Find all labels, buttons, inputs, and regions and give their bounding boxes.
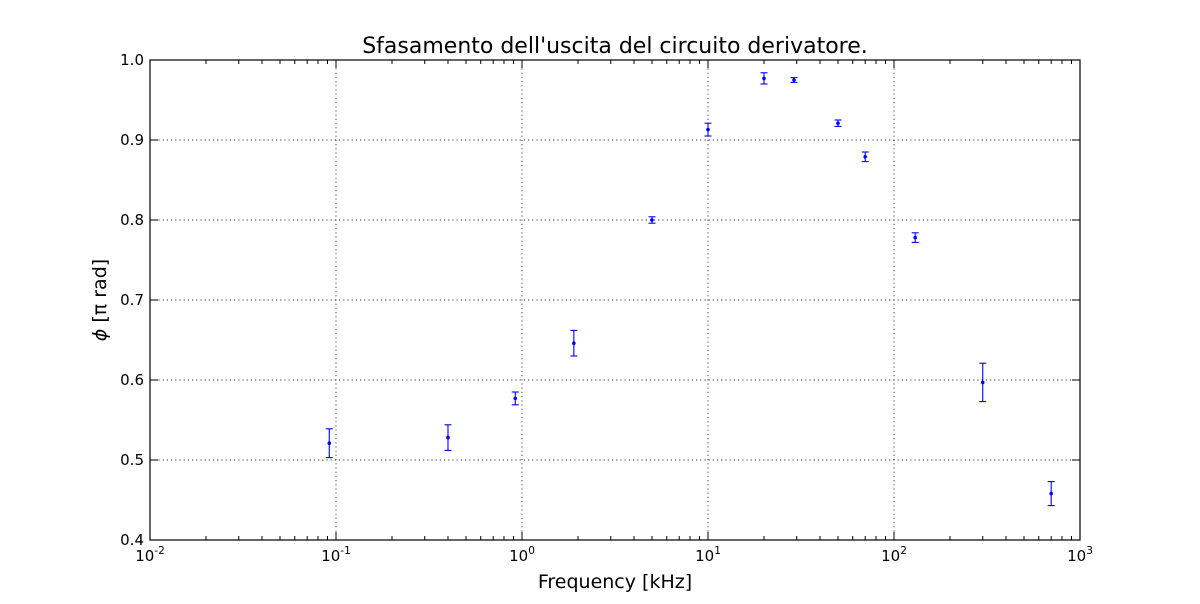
x-tick-exponent: 0 — [528, 545, 535, 557]
x-tick-label: 102 — [881, 545, 907, 565]
y-axis-label: ϕ [π rad] — [89, 259, 111, 341]
y-tick-label: 0.4 — [120, 531, 144, 549]
data-marker — [836, 121, 840, 125]
data-point — [704, 122, 712, 137]
data-point — [444, 424, 452, 451]
data-marker — [863, 155, 867, 159]
data-marker — [327, 441, 332, 446]
grid-layer — [150, 60, 1080, 540]
data-layer — [325, 72, 1055, 507]
data-marker — [446, 435, 450, 440]
x-tick-label: 10-2 — [135, 545, 165, 565]
data-point — [911, 232, 919, 243]
data-marker — [513, 396, 518, 401]
data-point — [760, 72, 768, 85]
data-point — [1047, 481, 1055, 507]
x-tick-label: 100 — [509, 545, 535, 565]
x-tick-base: 10 — [695, 547, 714, 565]
x-tick-base: 10 — [1067, 547, 1086, 565]
data-point — [511, 391, 519, 406]
x-axis-label: Frequency [kHz] — [538, 571, 692, 593]
data-marker — [1049, 491, 1053, 496]
data-marker — [650, 218, 654, 222]
x-tick-label: 103 — [1067, 545, 1093, 565]
y-axis-unit: [π rad] — [89, 259, 111, 323]
data-point — [790, 77, 798, 83]
y-tick-label: 1.0 — [120, 51, 144, 69]
chart-title: Sfasamento dell'uscita del circuito deri… — [362, 34, 868, 59]
data-marker — [572, 341, 576, 346]
x-tick-label: 101 — [695, 545, 721, 565]
x-tick-base: 10 — [135, 547, 154, 565]
x-tick-exponent: -2 — [154, 545, 164, 557]
y-tick-label: 0.8 — [120, 211, 144, 229]
data-point — [861, 151, 869, 163]
data-point — [834, 119, 842, 127]
y-tick-label: 0.5 — [120, 451, 144, 469]
data-point — [570, 329, 578, 357]
x-tick-exponent: 2 — [900, 545, 907, 557]
x-tick-base: 10 — [321, 547, 340, 565]
y-axis-symbol: ϕ — [89, 329, 111, 342]
data-point — [979, 362, 987, 403]
data-point — [325, 428, 333, 459]
x-tick-exponent: 1 — [714, 545, 721, 557]
data-point — [648, 216, 656, 224]
x-tick-base: 10 — [509, 547, 528, 565]
data-marker — [980, 380, 985, 385]
x-tick-base: 10 — [881, 547, 900, 565]
data-marker — [792, 78, 796, 82]
data-marker — [706, 127, 710, 132]
tick-layer: 0.40.50.60.70.80.91.010-2 10-1 100 101 102 10… — [120, 51, 1093, 565]
x-tick-label: 10-1 — [321, 545, 351, 565]
y-tick-label: 0.9 — [120, 131, 144, 149]
x-tick-exponent: 3 — [1086, 545, 1093, 557]
x-tick-exponent: -1 — [340, 545, 350, 557]
data-marker — [762, 76, 766, 81]
y-tick-label: 0.7 — [120, 291, 144, 309]
data-marker — [913, 235, 917, 240]
y-tick-label: 0.6 — [120, 371, 144, 389]
